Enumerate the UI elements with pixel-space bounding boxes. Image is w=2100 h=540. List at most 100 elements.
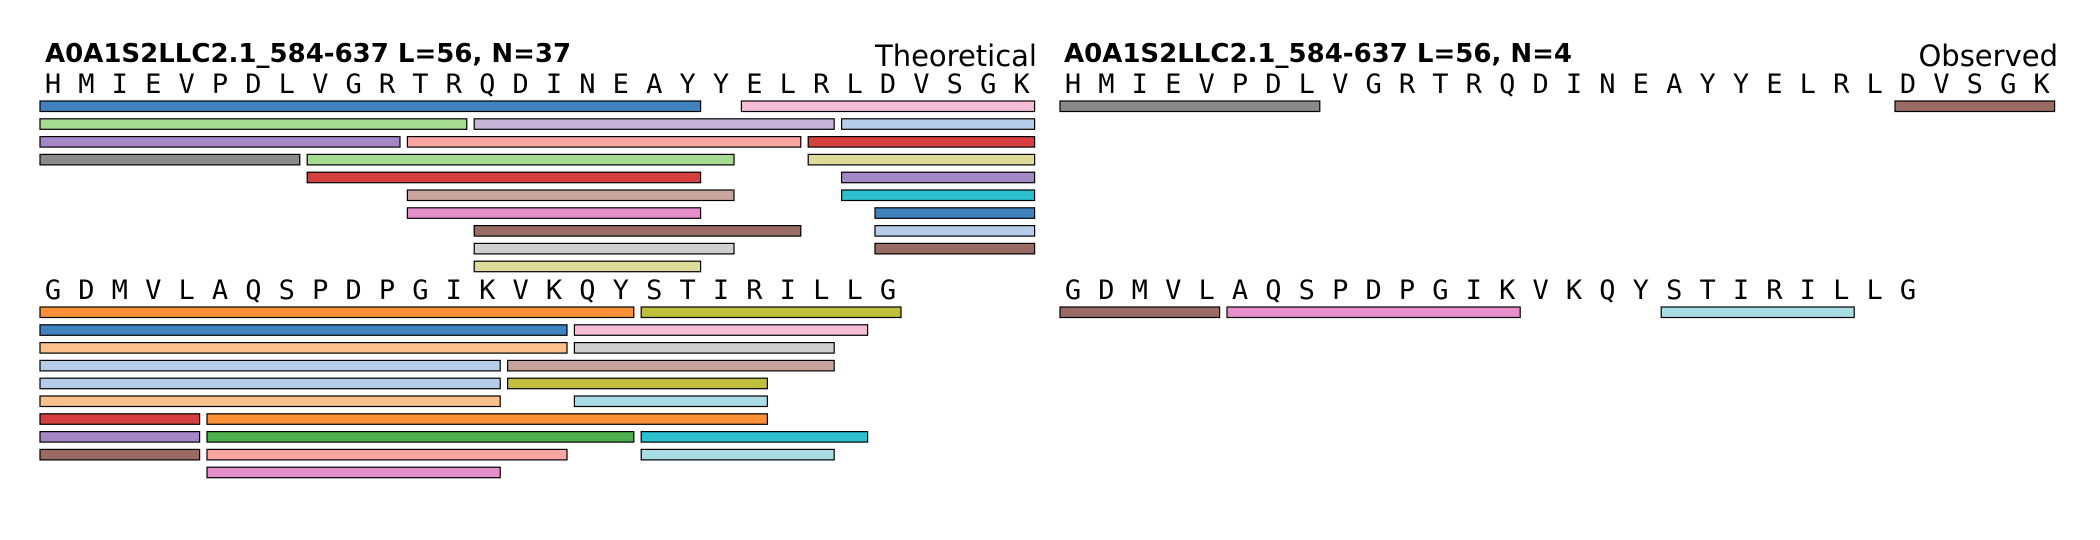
residue-Q: Q	[479, 69, 495, 100]
peptide-bar	[840, 118, 1036, 130]
peptide-bar	[807, 136, 1036, 148]
residue-T: T	[1699, 275, 1715, 306]
residue-Q: Q	[1499, 69, 1515, 100]
residue-S: S	[279, 275, 295, 306]
peptide-bar	[206, 431, 635, 443]
residue-V: V	[1165, 275, 1181, 306]
peptide-bar	[306, 171, 702, 184]
peptide-bar	[874, 207, 1036, 219]
residue-D: D	[512, 69, 528, 100]
residue-M: M	[1132, 275, 1148, 306]
peptide-bar	[1059, 306, 1221, 319]
residue-R: R	[1399, 69, 1416, 100]
residue-H: H	[45, 69, 61, 100]
residue-S: S	[1666, 275, 1682, 306]
peptide-bar	[874, 242, 1036, 255]
peptide-bar	[206, 466, 501, 479]
peptide-bar	[39, 342, 568, 354]
residue-Y: Y	[713, 69, 729, 100]
residue-S: S	[1299, 275, 1315, 306]
residue-P: P	[1399, 275, 1415, 306]
residue-D: D	[880, 69, 896, 100]
residue-G: G	[1900, 275, 1916, 306]
residue-V: V	[1532, 275, 1548, 306]
residue-E: E	[1766, 69, 1782, 100]
residue-Q: Q	[579, 275, 595, 306]
peptide-bar	[1660, 306, 1855, 319]
residue-Y: Y	[679, 69, 695, 100]
residue-V: V	[1332, 69, 1348, 100]
residue-K: K	[546, 275, 563, 306]
peptide-bar	[39, 136, 401, 148]
residue-G: G	[412, 275, 428, 306]
residue-G: G	[2000, 69, 2016, 100]
residue-E: E	[1633, 69, 1649, 100]
residue-V: V	[312, 69, 328, 100]
peptide-bar	[406, 207, 702, 219]
residue-P: P	[312, 275, 328, 306]
theoretical-panel-title: A0A1S2LLC2.1_584-637 L=56, N=37	[45, 39, 571, 69]
residue-K: K	[1013, 69, 1030, 100]
residue-G: G	[980, 69, 996, 100]
residue-L: L	[780, 69, 796, 100]
residue-I: I	[546, 69, 562, 100]
residue-L: L	[1800, 69, 1816, 100]
peptide-bar	[740, 100, 1036, 113]
residue-R: R	[446, 69, 463, 100]
residue-G: G	[1365, 69, 1381, 100]
residue-D: D	[245, 69, 261, 100]
peptide-bar	[507, 359, 835, 372]
residue-L: L	[178, 275, 194, 306]
residue-P: P	[1332, 275, 1348, 306]
residue-A: A	[1232, 275, 1248, 306]
residue-G: G	[345, 69, 361, 100]
observed-panel-label: Observed	[1918, 39, 2058, 73]
peptide-bar	[640, 448, 835, 461]
residue-I: I	[1466, 275, 1482, 306]
residue-D: D	[1365, 275, 1381, 306]
residue-R: R	[813, 69, 830, 100]
peptide-bar	[1059, 100, 1321, 113]
residue-I: I	[446, 275, 462, 306]
peptide-bar	[406, 136, 802, 148]
residue-R: R	[1766, 275, 1783, 306]
peptide-bar	[39, 431, 201, 443]
residue-H: H	[1065, 69, 1081, 100]
residue-E: E	[145, 69, 161, 100]
residue-L: L	[813, 275, 829, 306]
residue-I: I	[1132, 69, 1148, 100]
peptide-bar	[507, 377, 768, 390]
residue-G: G	[45, 275, 61, 306]
peptide-bar	[39, 377, 501, 390]
residue-L: L	[279, 69, 295, 100]
residue-Q: Q	[1599, 275, 1615, 306]
residue-E: E	[1165, 69, 1181, 100]
residue-G: G	[1065, 275, 1081, 306]
residue-L: L	[1866, 69, 1882, 100]
residue-I: I	[112, 69, 128, 100]
residue-E: E	[613, 69, 629, 100]
residue-I: I	[1733, 275, 1749, 306]
residue-M: M	[78, 69, 94, 100]
peptide-bar	[640, 306, 902, 319]
residue-T: T	[412, 69, 428, 100]
peptide-bar	[640, 431, 869, 443]
residue-Y: Y	[1733, 69, 1749, 100]
residue-L: L	[1299, 69, 1315, 100]
residue-G: G	[880, 275, 896, 306]
residue-D: D	[1098, 275, 1114, 306]
peptide-bar	[39, 306, 635, 319]
peptide-bar	[206, 413, 769, 425]
residue-S: S	[1967, 69, 1983, 100]
peptide-bar	[306, 153, 735, 166]
residue-K: K	[1499, 275, 1516, 306]
residue-Q: Q	[245, 275, 261, 306]
residue-D: D	[1900, 69, 1916, 100]
residue-R: R	[1466, 69, 1483, 100]
residue-G: G	[1432, 275, 1448, 306]
residue-V: V	[145, 275, 161, 306]
residue-V: V	[1198, 69, 1214, 100]
residue-V: V	[1933, 69, 1949, 100]
residue-M: M	[1098, 69, 1114, 100]
